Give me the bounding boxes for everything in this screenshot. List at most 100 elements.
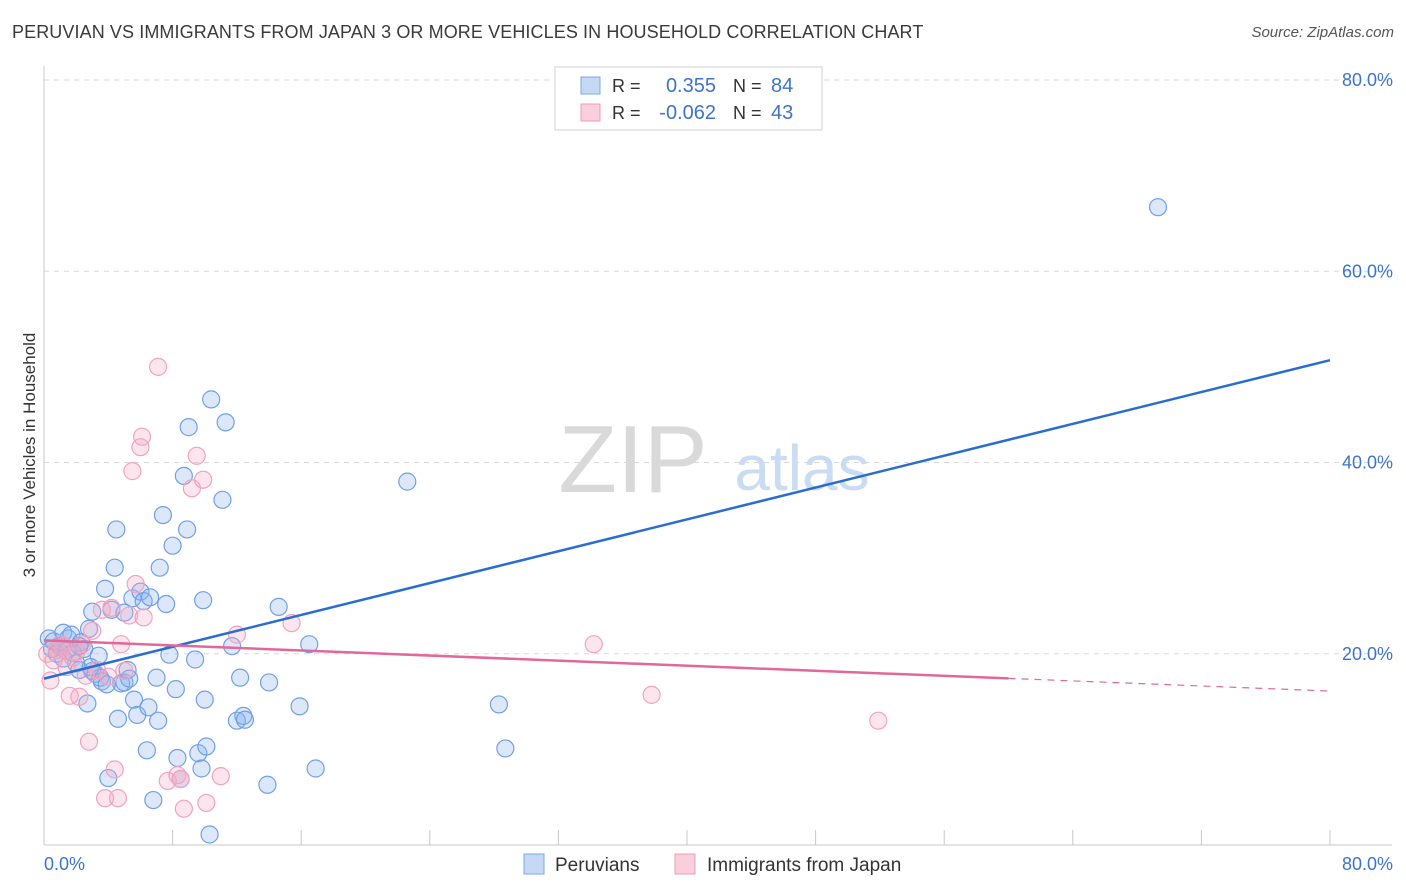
point-peruvians-62 — [213, 490, 232, 509]
chart-source: Source: ZipAtlas.com — [1251, 24, 1394, 41]
x-tick-label-0: 0.0% — [44, 854, 85, 874]
point-peruvians-64 — [222, 636, 242, 656]
point-japan-37 — [194, 470, 213, 489]
gridlines — [44, 79, 1392, 655]
stats-n-label-japan: N = — [733, 103, 762, 123]
point-japan-29 — [132, 427, 152, 446]
watermark-zip: ZIP — [558, 406, 707, 513]
point-peruvians-57 — [194, 591, 213, 610]
point-japan-26 — [126, 574, 145, 594]
point-peruvians-73 — [300, 635, 319, 654]
point-peruvians-27 — [108, 709, 128, 728]
stats-n-label-peruvians: N = — [733, 76, 762, 96]
point-peruvians-45 — [157, 594, 176, 614]
y-tick-label-0: 20.0% — [1342, 644, 1393, 664]
point-peruvians-68 — [235, 710, 255, 729]
point-peruvians-40 — [144, 790, 163, 810]
point-japan-25 — [123, 462, 142, 481]
y-tick-label-2: 60.0% — [1342, 261, 1393, 281]
point-peruvians-25 — [105, 558, 124, 577]
point-japan-20 — [105, 760, 124, 779]
point-peruvians-56 — [192, 759, 211, 778]
stats-legend-swatch-japan — [580, 103, 601, 122]
point-peruvians-77 — [496, 739, 515, 758]
point-japan-24 — [120, 606, 139, 625]
point-japan-21 — [108, 789, 128, 808]
point-peruvians-44 — [153, 505, 173, 525]
point-japan-13 — [79, 732, 99, 751]
point-peruvians-58 — [195, 690, 214, 709]
point-peruvians-59 — [197, 737, 216, 756]
point-peruvians-42 — [149, 711, 168, 730]
data-points — [38, 198, 1168, 844]
legend-label-peruvians: Peruvians — [555, 855, 640, 876]
point-japan-44 — [869, 711, 888, 730]
stats-r-label-japan: R = — [612, 103, 641, 123]
point-japan-19 — [102, 598, 121, 617]
point-peruvians-54 — [186, 650, 205, 669]
stats-r-value-japan: -0.062 — [659, 102, 716, 124]
point-peruvians-43 — [150, 558, 169, 577]
point-japan-10 — [70, 687, 89, 706]
stats-r-value-peruvians: 0.355 — [666, 75, 716, 97]
watermark-atlas: atlas — [734, 432, 869, 504]
point-peruvians-41 — [147, 668, 166, 687]
point-japan-18 — [99, 667, 118, 686]
point-peruvians-69 — [258, 775, 277, 794]
y-tick-labels: 20.0% 40.0% 60.0% 80.0% — [1342, 70, 1393, 664]
legend-label-japan: Immigrants from Japan — [707, 855, 901, 876]
legend-swatch-peruvians — [523, 853, 545, 875]
point-peruvians-49 — [168, 748, 187, 768]
y-axis-label: 3 or more Vehicles in Household — [20, 333, 39, 578]
point-peruvians-63 — [216, 413, 235, 432]
point-peruvians-74 — [306, 759, 325, 778]
legend-swatch-japan — [674, 853, 696, 875]
point-peruvians-26 — [107, 520, 126, 539]
point-peruvians-72 — [290, 697, 309, 716]
point-peruvians-61 — [202, 390, 221, 409]
point-peruvians-33 — [124, 690, 144, 709]
point-peruvians-15 — [79, 619, 99, 638]
point-peruvians-76 — [489, 695, 509, 714]
point-japan-11 — [73, 635, 92, 654]
point-peruvians-47 — [163, 536, 182, 555]
point-peruvians-37 — [137, 741, 156, 760]
stats-legend-swatch-peruvians — [580, 76, 601, 95]
point-japan-33 — [171, 769, 190, 789]
point-peruvians-75 — [398, 472, 417, 491]
y-tick-label-1: 40.0% — [1342, 453, 1393, 473]
bottom-legend: Peruvians Immigrants from Japan — [523, 853, 901, 876]
y-tick-label-3: 80.0% — [1342, 70, 1393, 90]
point-japan-30 — [149, 357, 168, 376]
x-tick-labels: 0.0% 80.0% — [44, 854, 1393, 874]
point-peruvians-22 — [95, 579, 115, 598]
point-peruvians-78 — [1148, 198, 1168, 217]
point-peruvians-71 — [269, 597, 288, 616]
stats-n-value-japan: 43 — [771, 102, 793, 124]
stats-r-label-peruvians: R = — [612, 76, 641, 96]
stats-legend: R = 0.355 N = 84 R = -0.062 N = 43 — [554, 66, 823, 131]
point-japan-38 — [197, 793, 216, 813]
point-japan-7 — [60, 686, 79, 705]
point-japan-14 — [83, 621, 102, 640]
axes — [43, 66, 1392, 846]
trend-line-peruvians — [43, 358, 1331, 680]
point-japan-34 — [174, 799, 193, 818]
point-japan-8 — [63, 648, 83, 667]
trend-line-japan-extension — [1008, 677, 1331, 692]
point-peruvians-70 — [259, 673, 279, 692]
point-peruvians-81 — [97, 675, 116, 694]
point-japan-17 — [95, 789, 115, 808]
point-japan-23 — [115, 661, 134, 681]
point-peruvians-52 — [177, 520, 197, 539]
trend-line-japan — [43, 639, 1009, 680]
point-peruvians-66 — [231, 668, 250, 687]
point-peruvians-38 — [139, 698, 158, 717]
point-peruvians-48 — [166, 680, 185, 699]
point-peruvians-39 — [140, 588, 160, 607]
point-japan-39 — [211, 767, 230, 786]
watermark: ZIP atlas — [558, 406, 869, 513]
point-japan-42 — [584, 635, 603, 654]
stats-n-value-peruvians: 84 — [771, 75, 793, 97]
